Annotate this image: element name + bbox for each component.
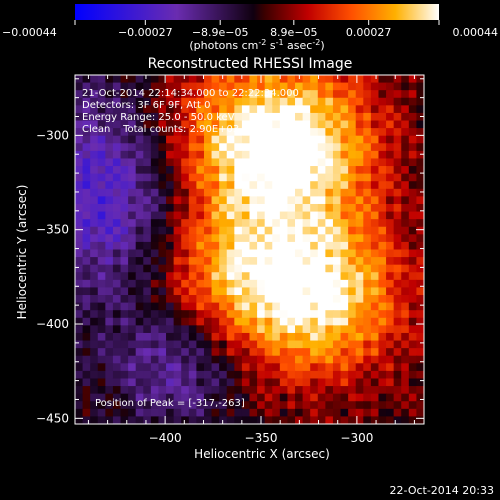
- colorbar-tick-label: −0.00027: [118, 26, 173, 39]
- x-tick-label: −400: [149, 431, 182, 445]
- y-tick-label: −450: [36, 411, 69, 425]
- plot-title: Reconstructed RHESSI Image: [148, 56, 353, 72]
- colorbar-tick-label: 8.9e−05: [270, 26, 317, 39]
- colorbar-unit-label: (photons cm-2 s-1 asec-2): [189, 38, 324, 52]
- axis-ticks: −400 −350 −300 −300 −350 −400 −450: [36, 75, 424, 445]
- x-tick-label: −300: [340, 431, 373, 445]
- colorbar: [75, 4, 439, 20]
- colorbar-tick-label: 0.00027: [346, 26, 392, 39]
- y-tick-label: −350: [36, 223, 69, 237]
- footer-date: 22-Oct-2014 20:33: [390, 484, 494, 497]
- colorbar-tick-label: −8.9e−05: [192, 26, 249, 39]
- x-tick-label: −350: [245, 431, 278, 445]
- plot-frame: [74, 74, 425, 425]
- x-axis-label: Heliocentric X (arcsec): [194, 447, 330, 461]
- y-tick-label: −400: [36, 317, 69, 331]
- y-tick-label: −300: [36, 128, 69, 142]
- colorbar-tick-label: 0.00044: [453, 26, 499, 39]
- annotation-energy-range: Energy Range: 25.0 - 50.0 keV: [82, 112, 235, 123]
- annotation-detectors: Detectors: 3F 6F 9F, Att 0: [82, 100, 210, 111]
- y-axis-label: Heliocentric Y (arcsec): [15, 185, 29, 320]
- annotation-clean-counts: Clean Total counts: 2.90E+03: [82, 124, 239, 135]
- colorbar-tick-label: −0.00044: [2, 26, 57, 39]
- peak-position-label: Position of Peak = [-317,-263]: [95, 398, 245, 409]
- colorbar-ticks: −0.00044 −0.00027 −8.9e−05 8.9e−05 0.00027 0.…: [2, 20, 498, 39]
- annotation-time-range: 21-Oct-2014 22:14:34.000 to 22:22:34.000: [82, 88, 299, 99]
